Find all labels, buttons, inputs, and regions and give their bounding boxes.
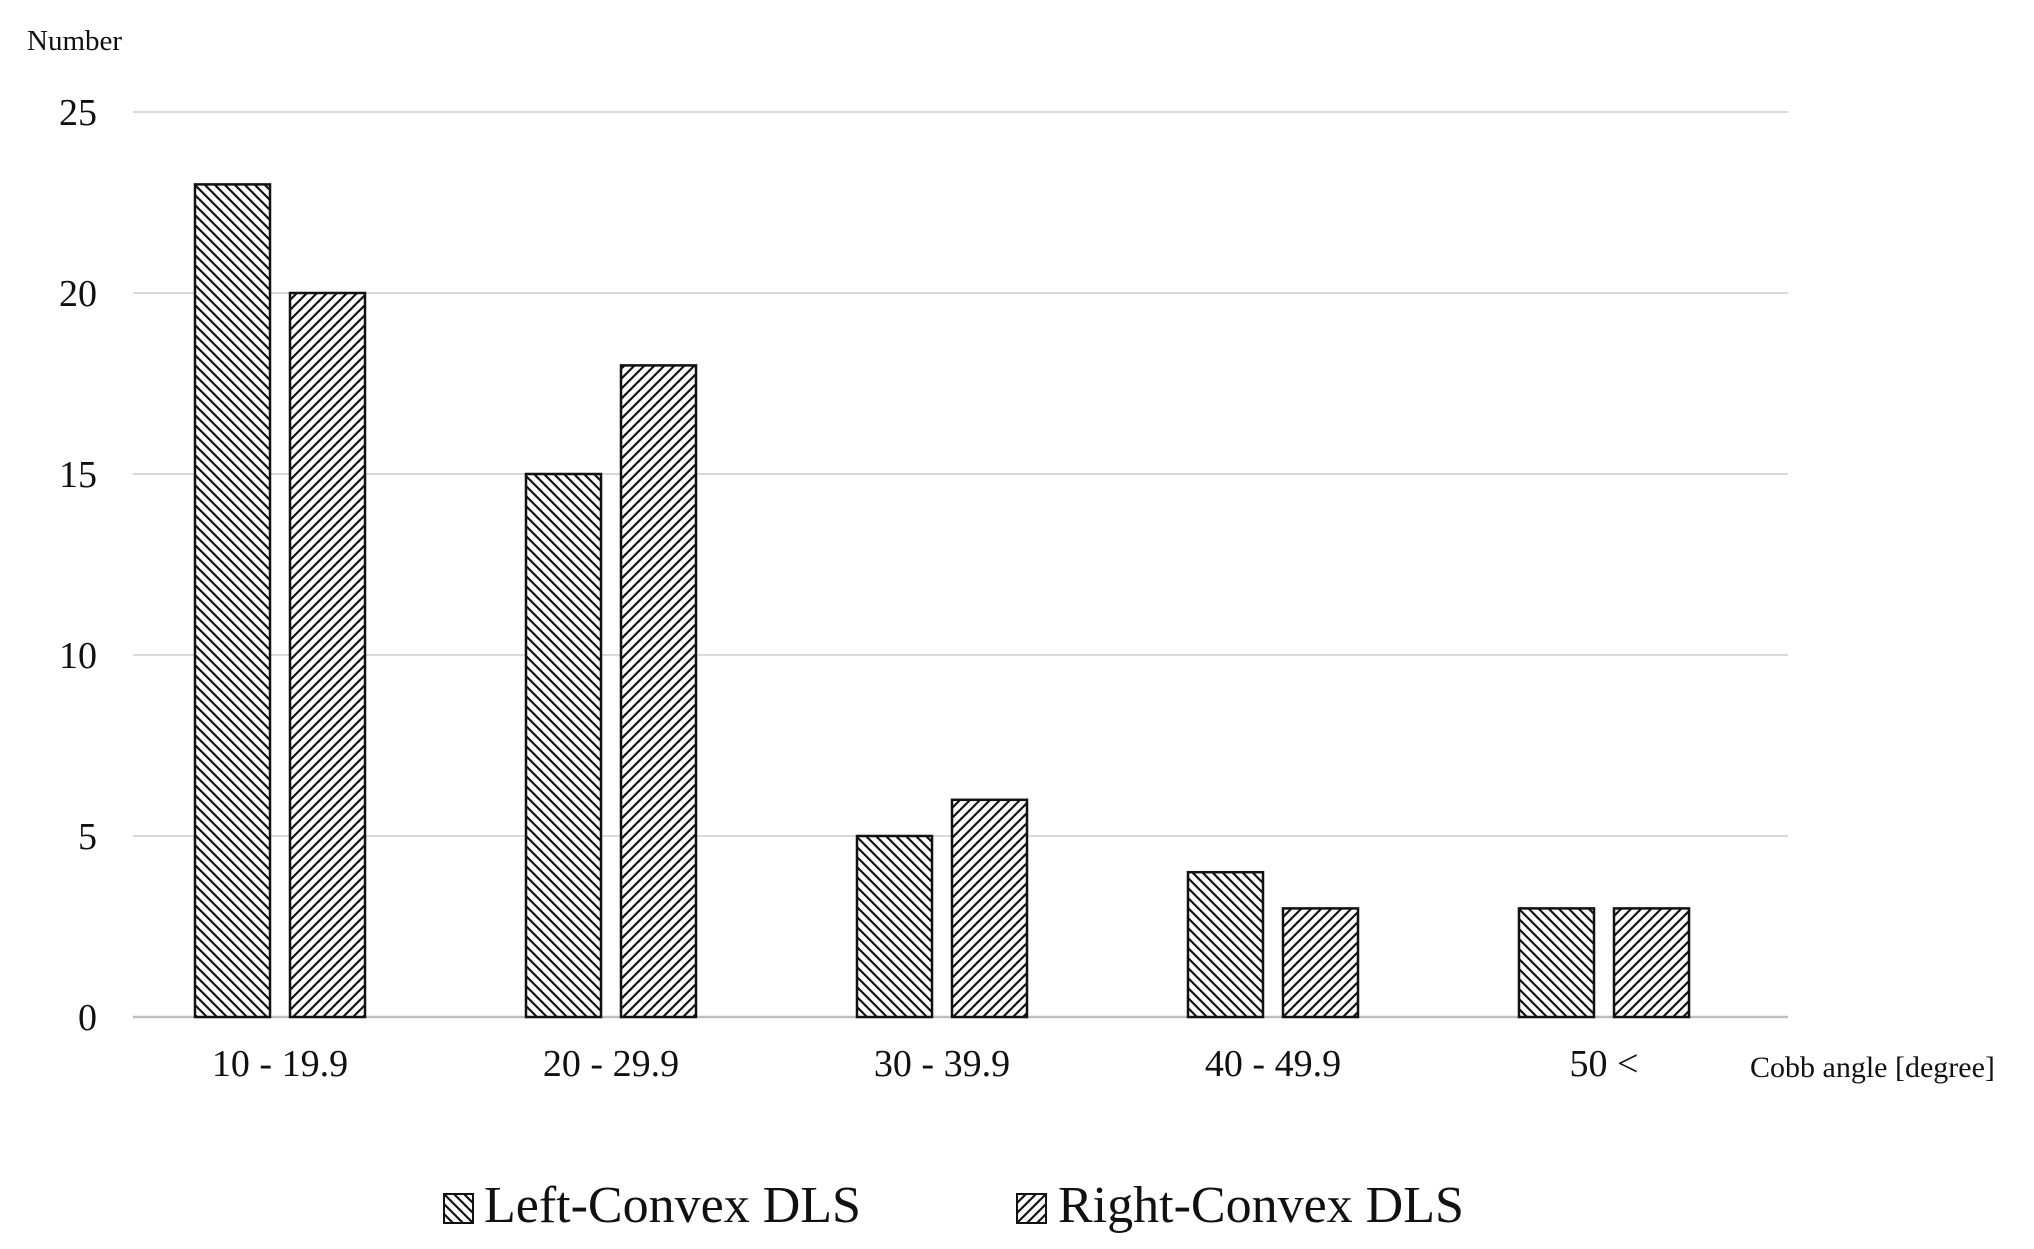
- bar-left-convex-3: [1186, 870, 1265, 1019]
- y-tick-label: 15: [59, 454, 97, 496]
- bar-left-convex-4: [1517, 907, 1596, 1019]
- y-tick-label: 5: [78, 816, 97, 858]
- legend-swatch-left-convex: [443, 1193, 474, 1224]
- x-tick-label: 10 - 19.9: [212, 1043, 348, 1085]
- legend-swatch-right-convex: [1016, 1193, 1047, 1224]
- legend-label-right-convex: Right-Convex DLS: [1058, 1177, 1464, 1234]
- y-tick-label: 10: [59, 635, 97, 677]
- bar-left-convex-0: [193, 183, 272, 1019]
- x-tick-label: 50 <: [1570, 1043, 1639, 1085]
- bar-left-convex-1: [524, 472, 603, 1019]
- y-axis-title: Number: [27, 25, 122, 57]
- x-tick-label: 30 - 39.9: [874, 1043, 1010, 1085]
- y-tick-label: 0: [78, 997, 97, 1039]
- x-tick-label: 20 - 29.9: [543, 1043, 679, 1085]
- x-tick-label: 40 - 49.9: [1205, 1043, 1341, 1085]
- bar-right-convex-4: [1612, 907, 1691, 1019]
- bar-left-convex-2: [855, 834, 934, 1019]
- bar-right-convex-0: [288, 291, 367, 1019]
- legend-label-left-convex: Left-Convex DLS: [484, 1177, 861, 1234]
- y-tick-label: 20: [59, 273, 97, 315]
- x-axis-title: Cobb angle [degree]: [1750, 1051, 1995, 1084]
- axis-labels: 0 5 10 15 20 25 10 - 19.9 20 - 29.9 30 - 39.9 40 …: [27, 25, 1995, 1085]
- gridlines: [133, 111, 1788, 1019]
- y-tick-label: 25: [59, 92, 97, 134]
- legend: Left-Convex DLS Right-Convex DLS: [443, 1177, 1464, 1234]
- bar-right-convex-3: [1281, 907, 1360, 1019]
- bars: [193, 183, 1691, 1019]
- bar-right-convex-2: [950, 798, 1029, 1019]
- bar-right-convex-1: [619, 364, 698, 1019]
